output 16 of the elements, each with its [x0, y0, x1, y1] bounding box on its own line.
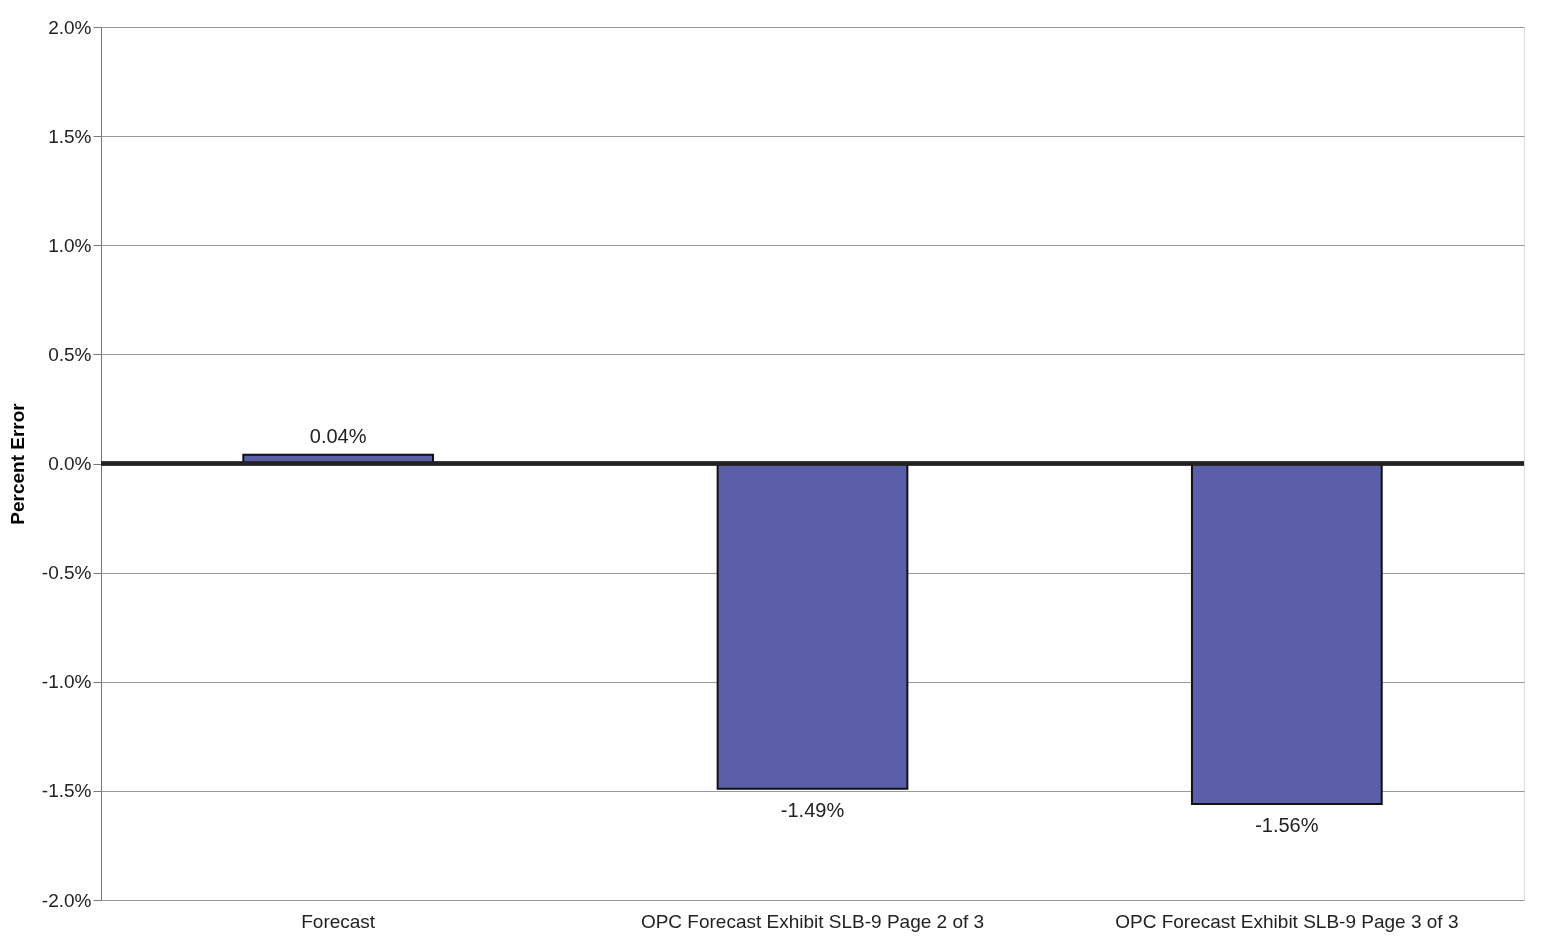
- data-label: -1.56%: [1255, 813, 1319, 836]
- y-tick-label: -1.0%: [41, 671, 92, 693]
- data-label: 0.04%: [309, 424, 367, 447]
- x-tick-label: OPC Forecast Exhibit SLB-9 Page 2 of 3: [640, 910, 985, 932]
- y-tick-label: -1.5%: [41, 780, 92, 802]
- x-tick-label: OPC Forecast Exhibit SLB-9 Page 3 of 3: [1115, 910, 1459, 932]
- y-tick-label: -0.5%: [41, 562, 92, 584]
- y-tick-label: 1.5%: [48, 125, 92, 147]
- data-label: -1.49%: [780, 798, 845, 821]
- x-tick-label: Forecast: [301, 910, 376, 932]
- y-axis-title: Percent Error: [6, 402, 28, 525]
- y-tick-label: 0.5%: [48, 343, 92, 365]
- y-tick-label: -2.0%: [41, 889, 92, 911]
- y-tick-label: 1.0%: [48, 234, 92, 256]
- y-tick-label: 0.0%: [48, 453, 92, 474]
- y-tick-label: 2.0%: [48, 16, 92, 38]
